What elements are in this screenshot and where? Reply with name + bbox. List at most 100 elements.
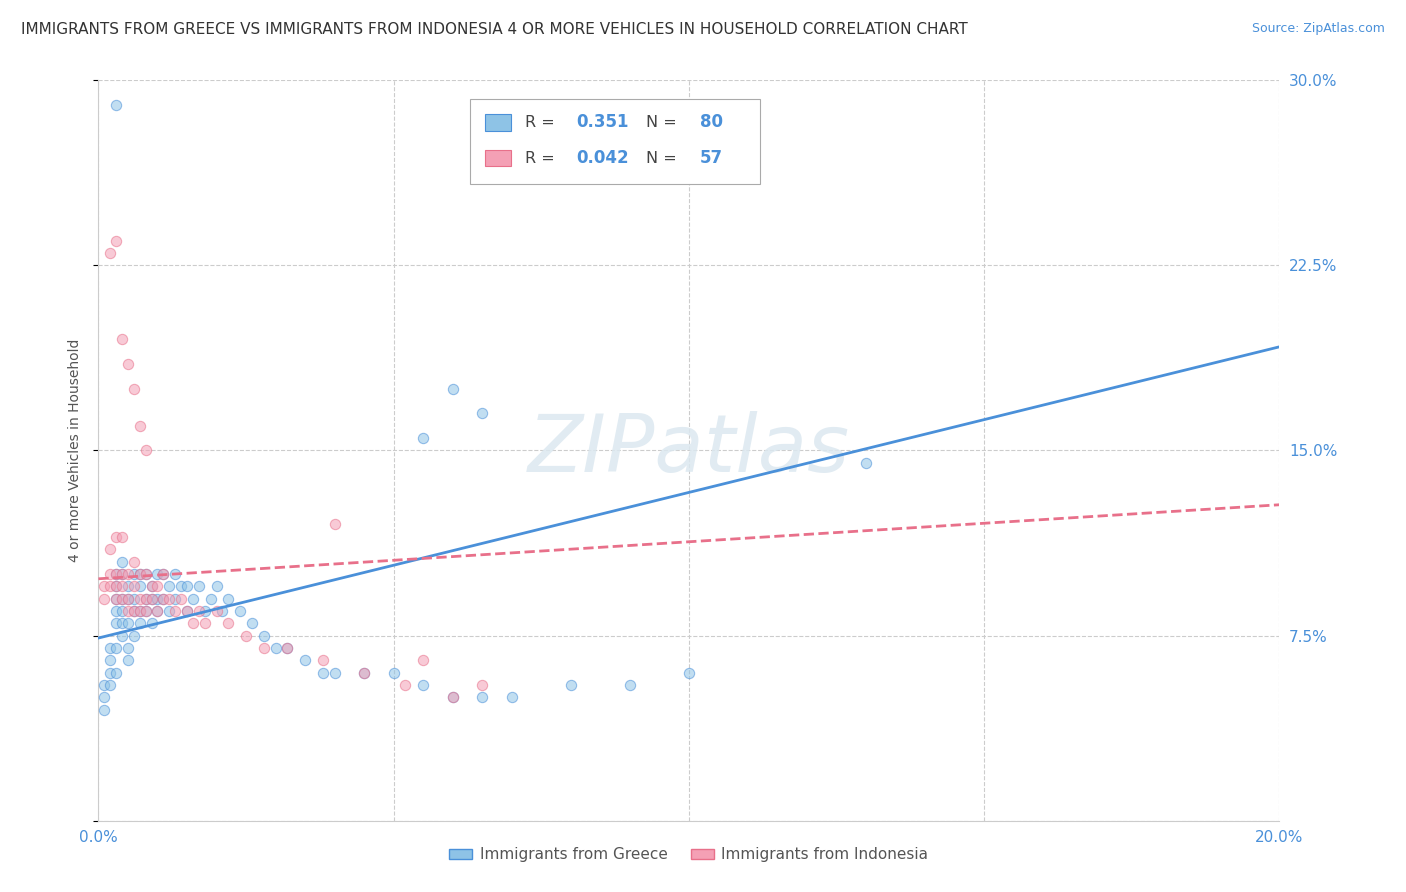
Point [678, 665, 700, 680]
Point [240, 616, 263, 631]
Text: 0.351: 0.351 [576, 113, 630, 131]
Point [441, 382, 464, 396]
Point [471, 407, 494, 421]
Point [117, 579, 139, 593]
Point [122, 604, 145, 618]
Point [235, 628, 257, 642]
Point [122, 566, 145, 581]
Point [117, 566, 139, 581]
Point [111, 591, 134, 606]
Point [187, 604, 209, 618]
Legend: Immigrants from Greece, Immigrants from Indonesia: Immigrants from Greece, Immigrants from … [443, 841, 935, 869]
Point [141, 591, 163, 606]
Point [111, 616, 134, 631]
Text: IMMIGRANTS FROM GREECE VS IMMIGRANTS FROM INDONESIA 4 OR MORE VEHICLES IN HOUSEH: IMMIGRANTS FROM GREECE VS IMMIGRANTS FRO… [21, 22, 967, 37]
Point [152, 566, 174, 581]
Point [501, 690, 523, 705]
Point [105, 665, 128, 680]
Text: N =: N = [647, 151, 682, 166]
Point [135, 604, 157, 618]
Point [93, 579, 115, 593]
Point [211, 604, 233, 618]
Point [105, 234, 128, 248]
Point [412, 678, 434, 692]
Text: Source: ZipAtlas.com: Source: ZipAtlas.com [1251, 22, 1385, 36]
Point [471, 690, 494, 705]
Point [98, 579, 121, 593]
Point [152, 566, 174, 581]
Point [170, 591, 193, 606]
Point [105, 604, 128, 618]
Point [117, 591, 139, 606]
Point [98, 678, 121, 692]
Y-axis label: 4 or more Vehicles in Household: 4 or more Vehicles in Household [69, 339, 83, 562]
Point [98, 566, 121, 581]
Point [128, 418, 150, 433]
Point [200, 591, 222, 606]
Point [471, 678, 494, 692]
Point [122, 555, 145, 569]
Point [111, 591, 134, 606]
Point [111, 566, 134, 581]
Point [105, 579, 128, 593]
Point [205, 579, 228, 593]
Point [111, 530, 134, 544]
Point [382, 665, 405, 680]
Point [205, 604, 228, 618]
Point [176, 604, 198, 618]
Point [117, 640, 139, 655]
Text: N =: N = [647, 115, 682, 130]
Point [141, 616, 163, 631]
Point [117, 616, 139, 631]
Point [146, 604, 169, 618]
Point [93, 591, 115, 606]
Point [105, 530, 128, 544]
Point [194, 604, 217, 618]
Point [98, 653, 121, 667]
Point [117, 653, 139, 667]
Point [312, 665, 335, 680]
Point [181, 616, 204, 631]
Text: 57: 57 [700, 149, 723, 167]
Point [441, 690, 464, 705]
Point [412, 653, 434, 667]
Point [187, 579, 209, 593]
Point [141, 591, 163, 606]
Point [111, 555, 134, 569]
Point [128, 591, 150, 606]
Point [194, 616, 217, 631]
Point [135, 566, 157, 581]
Text: 0.042: 0.042 [576, 149, 630, 167]
Point [217, 591, 239, 606]
Point [105, 616, 128, 631]
Point [128, 616, 150, 631]
Text: 80: 80 [700, 113, 723, 131]
Point [93, 678, 115, 692]
Point [157, 579, 180, 593]
Point [855, 456, 877, 470]
Point [135, 591, 157, 606]
FancyBboxPatch shape [471, 99, 759, 184]
Point [146, 591, 169, 606]
Point [157, 604, 180, 618]
Point [98, 665, 121, 680]
Point [122, 579, 145, 593]
Point [276, 640, 298, 655]
Point [135, 566, 157, 581]
Point [312, 653, 335, 667]
Point [146, 579, 169, 593]
Point [146, 566, 169, 581]
Point [323, 517, 346, 532]
Point [111, 604, 134, 618]
Point [122, 591, 145, 606]
Point [111, 332, 134, 346]
Point [128, 566, 150, 581]
Point [353, 665, 375, 680]
Point [105, 591, 128, 606]
Point [253, 628, 276, 642]
Point [111, 566, 134, 581]
Bar [485, 114, 510, 130]
Text: R =: R = [524, 151, 560, 166]
Bar [485, 150, 510, 166]
Point [105, 579, 128, 593]
